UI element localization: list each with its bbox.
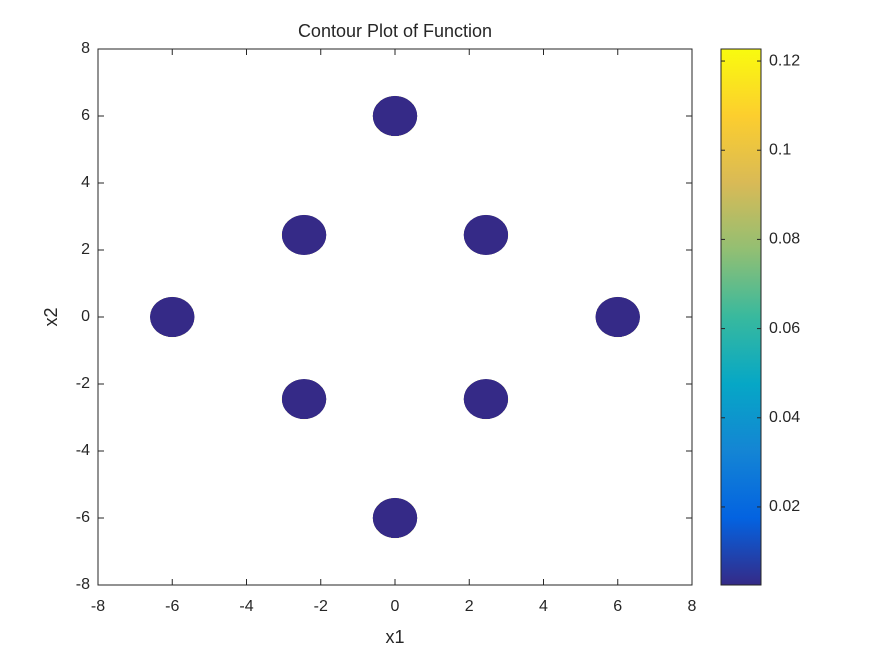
x-tick-label: -6 xyxy=(165,598,179,615)
y-tick-label: 0 xyxy=(81,308,90,325)
contour-peak xyxy=(281,378,327,420)
x-tick-label: -4 xyxy=(239,598,253,615)
x-tick-label: -8 xyxy=(91,598,105,615)
contour-peak xyxy=(281,214,327,256)
y-tick-label: 8 xyxy=(81,40,90,57)
colorbar-tick-label: 0.1 xyxy=(769,141,791,158)
colorbar-tick-label: 0.12 xyxy=(769,52,800,69)
x-tick-label: 0 xyxy=(391,598,400,615)
y-tick-label: -8 xyxy=(76,576,90,593)
contour-peak xyxy=(463,214,509,256)
y-tick-label: 6 xyxy=(81,107,90,124)
x-tick-label: -2 xyxy=(314,598,328,615)
y-tick-label: -6 xyxy=(76,509,90,526)
x-tick-label: 8 xyxy=(688,598,697,615)
x-tick-label: 6 xyxy=(613,598,622,615)
y-tick-label: 2 xyxy=(81,241,90,258)
chart-title: Contour Plot of Function xyxy=(298,21,492,41)
contour-peak xyxy=(595,296,641,338)
x-axis-label: x1 xyxy=(385,627,404,647)
y-tick-label: 4 xyxy=(81,174,90,191)
colorbar-frame xyxy=(720,48,762,586)
y-tick-label: -4 xyxy=(76,442,90,459)
contour-peak xyxy=(463,378,509,420)
x-tick-label: 2 xyxy=(465,598,474,615)
y-tick-label: -2 xyxy=(76,375,90,392)
colorbar xyxy=(721,49,761,585)
x-tick-label: 4 xyxy=(539,598,548,615)
contour-peak xyxy=(372,497,418,539)
colorbar-tick-label: 0.04 xyxy=(769,409,800,426)
contour-peak xyxy=(372,95,418,137)
colorbar-tick-label: 0.08 xyxy=(769,231,800,248)
colorbar-tick-label: 0.06 xyxy=(769,320,800,337)
colorbar-tick-label: 0.02 xyxy=(769,498,800,515)
contour-peak xyxy=(149,296,195,338)
y-axis-label: x2 xyxy=(41,307,61,326)
